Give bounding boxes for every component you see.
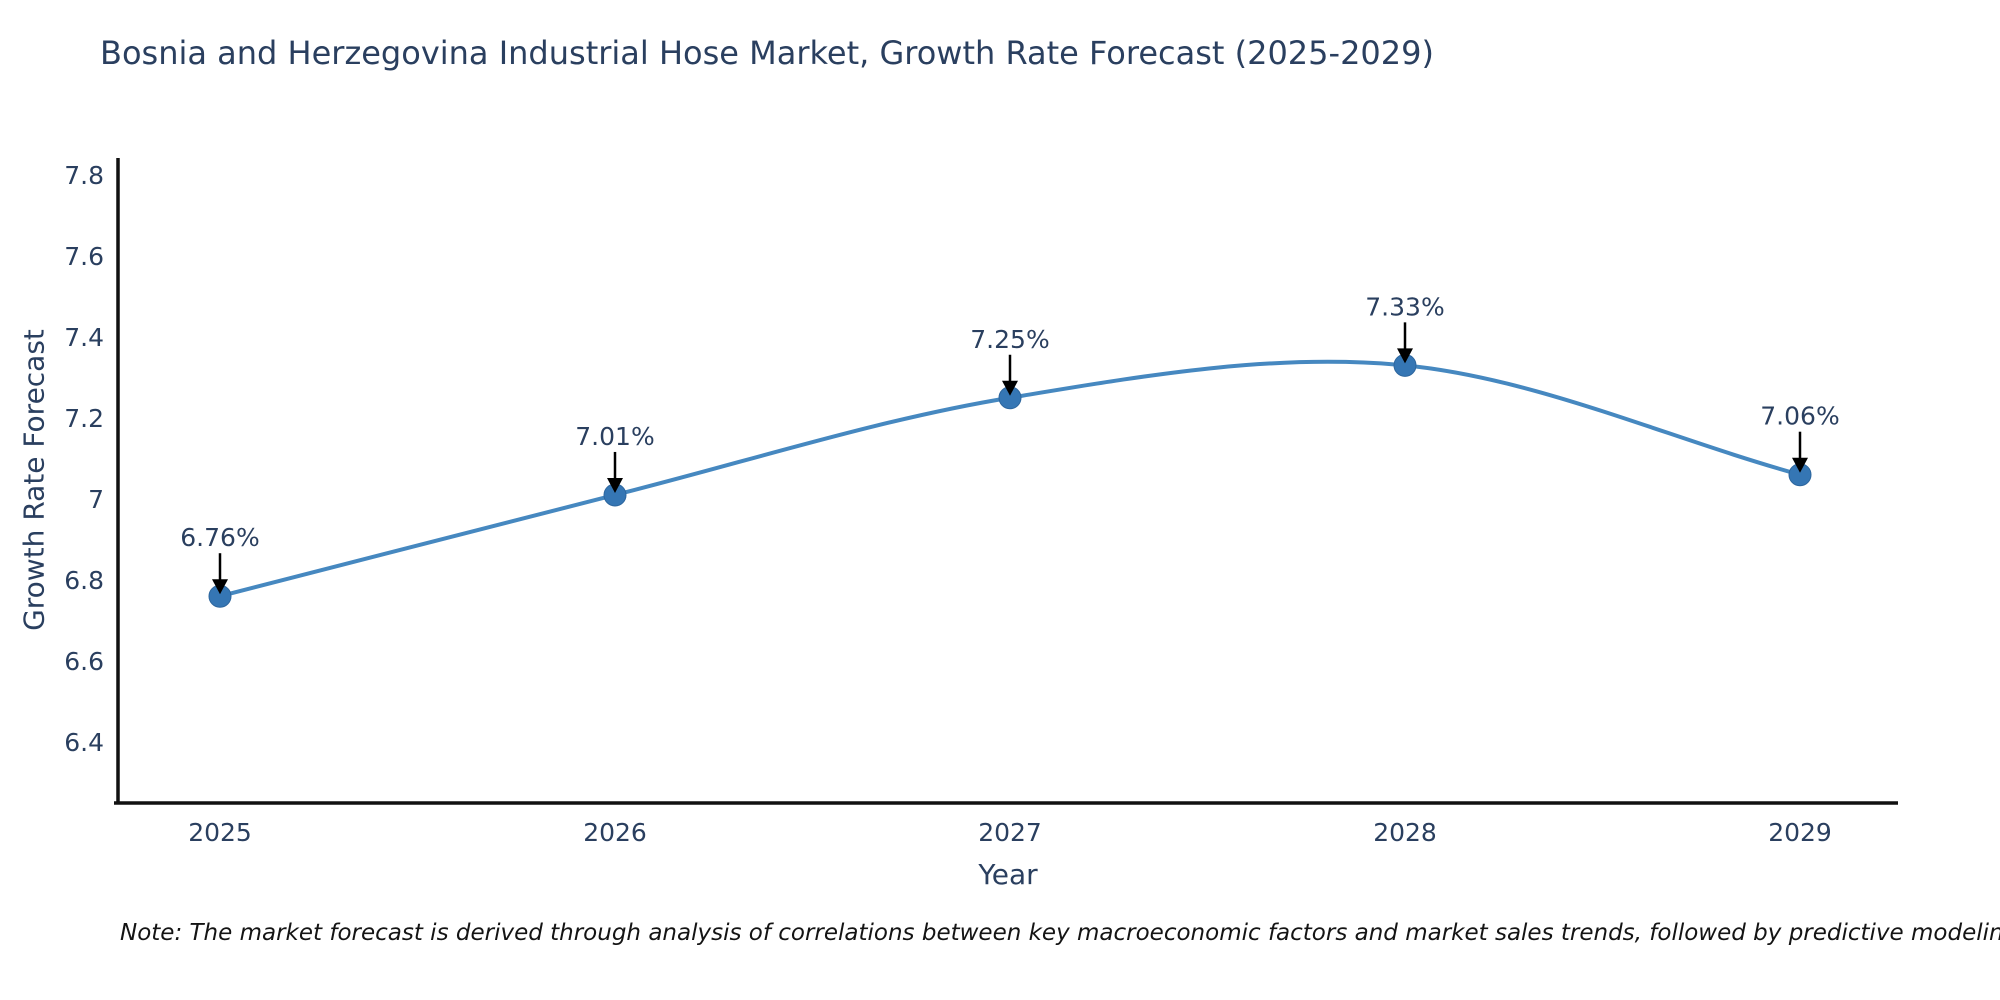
y-tick-label: 6.8 xyxy=(64,566,104,595)
point-label: 7.25% xyxy=(970,325,1049,354)
point-label: 7.01% xyxy=(575,422,654,451)
annotation-arrowhead xyxy=(1397,348,1413,364)
x-tick-label: 2026 xyxy=(583,818,647,847)
y-tick-label: 7.6 xyxy=(64,242,104,271)
chart-title: Bosnia and Herzegovina Industrial Hose M… xyxy=(100,34,1434,72)
x-tick-label: 2027 xyxy=(978,818,1042,847)
footnote: Note: The market forecast is derived thr… xyxy=(120,920,2000,946)
x-tick-label: 2029 xyxy=(1768,818,1832,847)
y-tick-label: 7.8 xyxy=(64,161,104,190)
x-tick-label: 2028 xyxy=(1373,818,1437,847)
annotation-arrowhead xyxy=(212,579,228,595)
annotation-arrowhead xyxy=(607,477,623,493)
annotation-arrowhead xyxy=(1002,380,1018,396)
y-tick-label: 7.2 xyxy=(64,404,104,433)
point-label: 6.76% xyxy=(180,523,259,552)
y-tick-label: 7 xyxy=(88,485,104,514)
point-label: 7.33% xyxy=(1365,292,1444,321)
x-axis-title: Year xyxy=(978,858,1038,891)
x-tick-label: 2025 xyxy=(188,818,252,847)
y-tick-label: 6.6 xyxy=(64,647,104,676)
annotation-arrowhead xyxy=(1792,457,1808,473)
point-label: 7.06% xyxy=(1760,402,1839,431)
y-tick-label: 6.4 xyxy=(64,728,104,757)
y-tick-label: 7.4 xyxy=(64,323,104,352)
